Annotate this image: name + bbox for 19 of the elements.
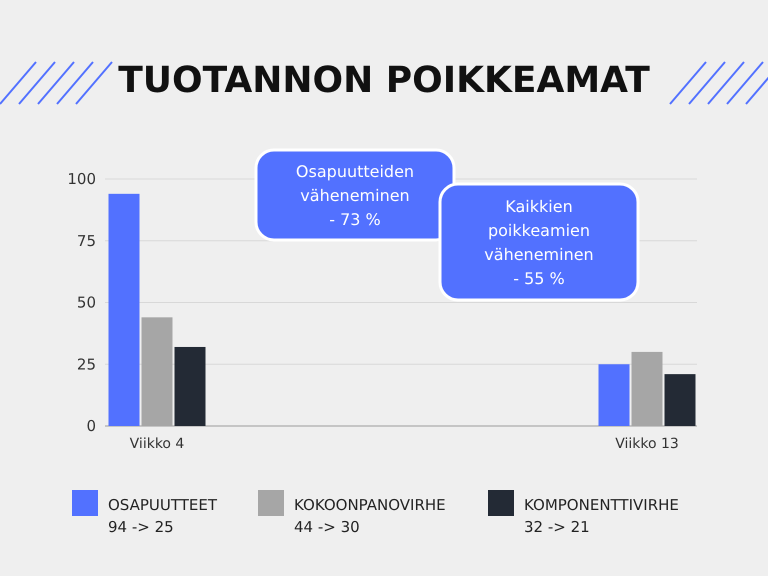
y-tick-label: 100: [67, 170, 96, 188]
legend-label: KOMPONENTTIVIRHE 32 -> 21: [524, 496, 679, 536]
x-tick-label: Viikko 13: [615, 436, 679, 452]
y-tick-label: 75: [76, 232, 96, 250]
bar: [142, 317, 172, 426]
bar: [174, 346, 206, 426]
legend-label: OSAPUUTTEET 94 -> 25: [108, 496, 218, 536]
x-tick-label: Viikko 4: [130, 436, 184, 452]
annotation: Kaikkien poikkeamien väheneminen - 55 %: [484, 197, 594, 288]
bar: [598, 364, 630, 426]
bar: [664, 374, 696, 426]
bar: [632, 352, 662, 426]
bar: [108, 194, 140, 426]
legend-label: KOKOONPANOVIRHE 44 -> 30: [294, 496, 446, 536]
annotation: Osapuutteiden väheneminen - 73 %: [296, 162, 414, 229]
chart-title: TUOTANNON POIKKEAMAT: [118, 60, 650, 101]
y-tick-label: 0: [86, 417, 96, 435]
y-tick-label: 25: [76, 355, 96, 374]
y-tick-label: 50: [76, 294, 96, 312]
